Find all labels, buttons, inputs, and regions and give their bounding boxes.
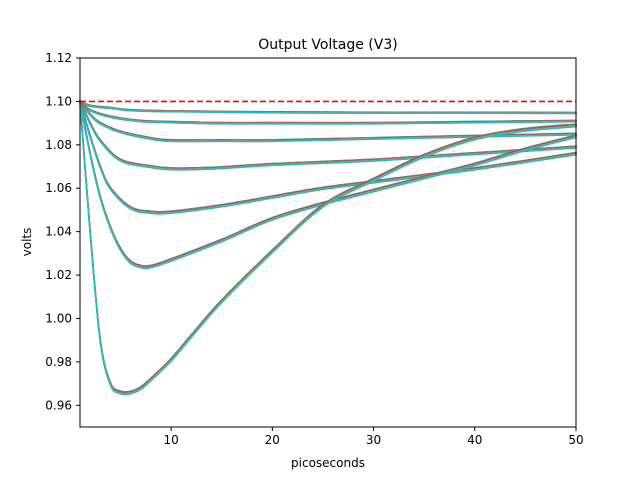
y-tick-label: 1.12 xyxy=(45,51,72,65)
series-3-trace xyxy=(79,101,577,143)
chart-title: Output Voltage (V3) xyxy=(258,37,397,53)
series-6-trace xyxy=(79,102,577,270)
series-3 xyxy=(79,99,577,143)
y-tick-label: 1.04 xyxy=(45,225,72,239)
y-tick-label: 1.10 xyxy=(45,94,72,108)
y-tick-label: 1.00 xyxy=(45,311,72,325)
x-axis-ticks: 10 20 30 40 50 xyxy=(163,427,584,447)
series-1-trace xyxy=(79,101,577,115)
y-tick-label: 0.96 xyxy=(45,398,72,412)
y-tick-label: 1.06 xyxy=(45,181,72,195)
y-axis-ticks: 0.96 0.98 1.00 1.02 1.04 1.06 1.08 1.10 1.12 xyxy=(45,51,80,412)
series-7-trace xyxy=(79,102,577,396)
series-2 xyxy=(79,100,577,125)
x-tick-label: 20 xyxy=(265,433,280,447)
series-1 xyxy=(79,100,577,115)
series-6 xyxy=(79,99,577,270)
y-tick-label: 0.98 xyxy=(45,355,72,369)
series-layer xyxy=(79,99,577,396)
x-tick-label: 30 xyxy=(366,433,381,447)
series-2-trace xyxy=(79,101,577,125)
plot-area xyxy=(80,58,576,427)
y-tick-label: 1.02 xyxy=(45,268,72,282)
x-tick-label: 10 xyxy=(163,433,178,447)
series-5-trace xyxy=(79,101,577,215)
y-tick-label: 1.08 xyxy=(45,138,72,152)
x-tick-label: 40 xyxy=(467,433,482,447)
series-7 xyxy=(79,99,577,396)
x-tick-label: 50 xyxy=(568,433,583,447)
plot-frame xyxy=(79,57,577,428)
y-axis-label: volts xyxy=(20,228,34,257)
series-5 xyxy=(79,99,577,215)
x-axis-label: picoseconds xyxy=(291,456,365,470)
